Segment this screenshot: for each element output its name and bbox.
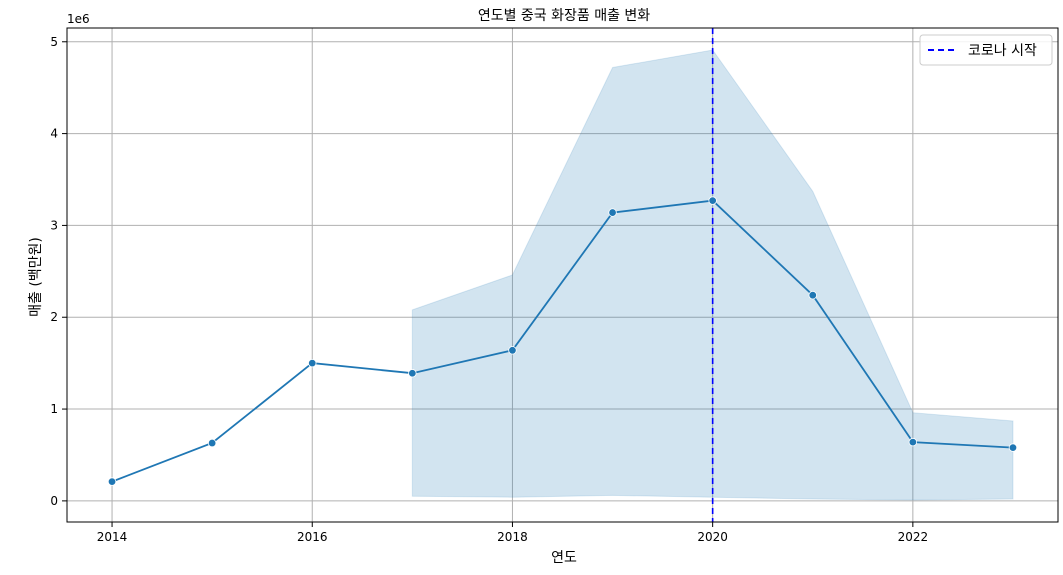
data-point [608, 208, 617, 217]
y-tick-label: 1 [50, 402, 58, 416]
x-axis-ticks: 2014 2016 2018 2020 2022 [97, 522, 928, 544]
confidence-band [411, 49, 1014, 501]
series-line [111, 199, 1014, 483]
data-point [308, 358, 317, 368]
y-axis-ticks: 0 1 2 3 4 5 [50, 35, 67, 508]
x-tick-label: 2018 [497, 530, 528, 544]
x-axis-title: 연도 [551, 550, 577, 566]
chart-title: 연도별 중국 화장품 매출 변화 [478, 8, 650, 24]
data-point [408, 369, 417, 378]
y-tick-label: 4 [50, 127, 58, 141]
data-point [708, 196, 717, 205]
grid-lines [67, 28, 1058, 522]
data-point [207, 438, 217, 448]
series-line-layer [111, 199, 1014, 483]
y-axis-multiplier: 1e6 [67, 12, 90, 26]
x-tick-label: 2014 [97, 530, 128, 544]
legend-label-reference-line: 코로나 시작 [968, 43, 1037, 59]
x-tick-label: 2022 [898, 530, 929, 544]
confidence-band-layer [411, 49, 1014, 501]
y-tick-label: 0 [50, 494, 58, 508]
data-point [808, 291, 817, 300]
y-tick-label: 5 [50, 35, 58, 49]
data-point [1008, 443, 1018, 452]
legend-box [919, 34, 1053, 66]
y-axis-title: 매출 (백만원) [28, 237, 44, 317]
y-tick-label: 3 [50, 218, 58, 232]
y-tick-label: 2 [50, 310, 58, 324]
legend: 코로나 시작 [919, 34, 1053, 66]
plot-frame [66, 27, 1059, 523]
x-tick-label: 2016 [297, 530, 328, 544]
data-point [107, 477, 117, 486]
data-point [908, 437, 918, 447]
x-tick-label: 2020 [697, 530, 728, 544]
marker-layer [107, 196, 1018, 486]
data-point [508, 346, 517, 355]
